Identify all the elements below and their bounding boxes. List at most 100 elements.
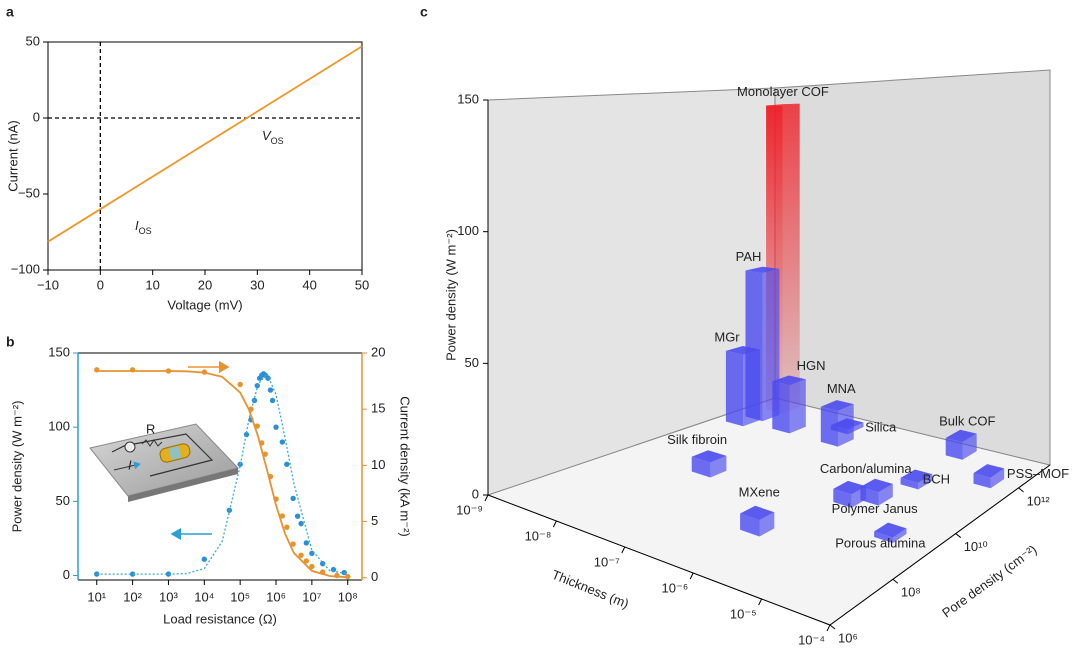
annotation: IOS xyxy=(135,218,152,236)
x-tick-label: 40 xyxy=(302,277,316,292)
bar-label: Monolayer COF xyxy=(737,84,829,99)
bar-face xyxy=(759,512,775,537)
y-tick xyxy=(829,624,836,630)
bar-face xyxy=(892,528,907,544)
data-point xyxy=(309,563,315,570)
bar-label: PAH xyxy=(736,249,762,264)
x-tick-label: 10⁻⁴ xyxy=(798,632,825,647)
x-tick-label: 10⁶ xyxy=(266,589,286,604)
x-tick xyxy=(689,572,694,580)
y-tick-label: 10¹² xyxy=(1027,493,1051,508)
bar-top xyxy=(874,522,907,538)
bar-face xyxy=(918,474,933,490)
annotation-sub: OS xyxy=(139,226,152,236)
data-point xyxy=(284,524,290,530)
annotation-main: I xyxy=(135,218,139,233)
bar-label: Polymer Janus xyxy=(832,501,918,516)
y-tick-label: 100 xyxy=(48,419,70,434)
x-tick xyxy=(826,624,831,632)
z-axis-label: Power density (W m⁻²) xyxy=(443,229,458,361)
data-point xyxy=(298,520,304,527)
data-point xyxy=(290,541,296,547)
x-tick xyxy=(758,598,763,606)
bar-top xyxy=(725,346,760,355)
x-tick-label: 50 xyxy=(355,277,369,292)
bar-face xyxy=(878,483,893,506)
x-axis xyxy=(487,494,831,626)
y2-tick-label: 5 xyxy=(371,513,378,528)
bar-face xyxy=(900,477,919,490)
bar-label: Porous alumina xyxy=(835,535,926,550)
bar-face xyxy=(740,513,760,537)
y2-tick-label: 20 xyxy=(371,344,385,359)
bar-face xyxy=(782,103,800,414)
x-tick-label: 20 xyxy=(198,277,212,292)
bar-face xyxy=(772,381,790,434)
bar-face xyxy=(962,433,977,460)
y-tick-label: 150 xyxy=(48,344,70,359)
data-point xyxy=(279,513,286,519)
data-point xyxy=(294,513,301,519)
bar-face xyxy=(710,455,727,478)
data-point xyxy=(279,439,286,445)
bar-top xyxy=(945,429,977,443)
bar-label: MXene xyxy=(739,484,780,499)
data-point xyxy=(290,495,296,502)
bar-top xyxy=(833,480,867,495)
data-point xyxy=(267,387,274,393)
bar-face xyxy=(945,438,963,460)
data-point xyxy=(201,556,208,562)
bar-label: Silk fibroin xyxy=(667,432,727,447)
x-tick-label: 10³ xyxy=(159,589,178,604)
x-axis-label: Load resistance (Ω) xyxy=(163,611,277,626)
x-tick-label: 0 xyxy=(97,277,104,292)
inset-device xyxy=(89,423,239,502)
y-axis-label: Power density (W m⁻²) xyxy=(9,401,24,533)
x-tick-label: 10¹ xyxy=(87,589,106,604)
x-tick-label: 10⁻⁹ xyxy=(456,502,483,517)
data-point xyxy=(303,558,310,564)
x-tick-label: 10⁻⁶ xyxy=(662,580,689,595)
data-point xyxy=(265,375,271,381)
bar-face xyxy=(725,350,744,427)
y-tick-label: 0 xyxy=(33,109,40,124)
annotation-main: V xyxy=(262,128,272,143)
bar-top xyxy=(820,400,854,411)
bar-label: PSS–MOF xyxy=(1007,466,1069,481)
bar-label: Bulk COF xyxy=(939,413,995,428)
bar-top xyxy=(740,505,775,521)
inset-label: I xyxy=(128,457,132,472)
y-axis xyxy=(829,464,1051,626)
panel-letter: b xyxy=(6,334,15,350)
x-tick-label: 10⁻⁷ xyxy=(594,554,620,569)
x-tick-label: 10⁸ xyxy=(338,589,358,604)
x-tick-label: 10⁷ xyxy=(302,589,321,604)
x-tick-label: 10⁻⁸ xyxy=(525,528,552,543)
bar-top xyxy=(860,478,893,493)
data-point xyxy=(298,552,304,558)
y2-axis-label: Current density (kA m⁻²) xyxy=(398,396,413,537)
data-point xyxy=(319,560,326,567)
y-tick-label: −100 xyxy=(11,261,40,276)
bar-label: BCH xyxy=(923,472,950,487)
data-point xyxy=(243,431,250,438)
annotation-sub: OS xyxy=(271,136,284,146)
panel-letter: a xyxy=(6,4,14,20)
data-point xyxy=(303,540,310,546)
inset-label: R xyxy=(146,421,155,436)
bar-top xyxy=(745,266,780,273)
bar-face xyxy=(789,379,806,434)
data-point xyxy=(129,571,136,577)
panel-letter: c xyxy=(420,4,428,20)
bar-label: MGr xyxy=(714,330,740,345)
x-tick-label: −10 xyxy=(37,277,59,292)
data-point xyxy=(269,397,276,404)
bar-face xyxy=(833,488,852,508)
bar-face xyxy=(860,486,879,506)
x-tick-label: 10⁻⁵ xyxy=(730,606,757,621)
x-tick-label: 30 xyxy=(250,277,264,292)
bar-top xyxy=(691,450,727,463)
y-axis-label: Pore density (cm⁻²) xyxy=(939,542,1039,621)
bar-face xyxy=(838,404,854,447)
y-axis-label: Current (nA) xyxy=(5,120,20,192)
